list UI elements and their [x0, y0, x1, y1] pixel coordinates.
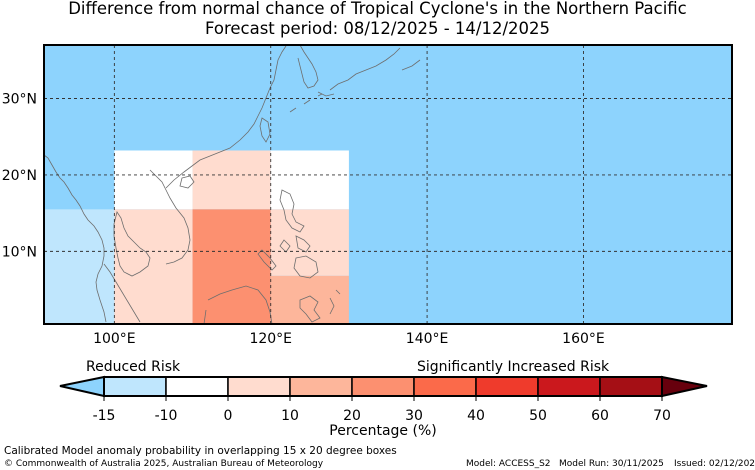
- footer-model: Model: ACCESS_S2: [466, 459, 551, 469]
- footer-model-run: Model Run: 30/11/2025: [559, 459, 664, 469]
- colorbar-tick-label: 10: [281, 408, 299, 424]
- map-frame: [43, 44, 733, 325]
- colorbar-extend-high: [661, 375, 708, 398]
- lon-label-120: 120°E: [249, 331, 292, 347]
- coastline-sulawesi: [299, 295, 321, 323]
- lat-label-20: 20°N: [2, 168, 37, 184]
- coastlines: [44, 45, 421, 324]
- colorbar-bin-9: [599, 376, 663, 397]
- coastline-borneo: [203, 285, 273, 324]
- coastline-vietnam: [149, 169, 191, 265]
- lon-label-100: 100°E: [93, 331, 136, 347]
- coastline-hainan: [179, 175, 195, 189]
- colorbar-tick-label: 30: [405, 408, 423, 424]
- coastline-mindanao: [293, 255, 319, 279]
- colorbar-bin-5: [351, 376, 415, 397]
- anomaly-cell-4: [270, 150, 349, 210]
- longitude-labels: 100°E 120°E 140°E 160°E: [93, 331, 605, 347]
- colorbar-tick-label: 20: [343, 408, 361, 424]
- coastline-mainland: [44, 154, 107, 323]
- anomaly-cell-5: [114, 209, 193, 324]
- coastline-palawan: [257, 249, 277, 271]
- anomaly-cells: [44, 150, 349, 324]
- lon-label-140: 140°E: [406, 331, 449, 347]
- map-title: Difference from normal chance of Tropica…: [68, 0, 687, 18]
- colorbar-tick-label: 40: [467, 408, 485, 424]
- colorbar-ticks: -15 -10 0 10 20 30 40 50 60 70: [93, 396, 671, 424]
- coastline-china-south: [165, 45, 287, 189]
- colorbar-extend-low: [59, 375, 105, 398]
- colorbar-tick-label: 0: [224, 408, 233, 424]
- coastline-ryukyu: [289, 93, 323, 113]
- colorbar-bin-4: [289, 376, 353, 397]
- coastline-luzon: [279, 189, 305, 233]
- coastline-japan: [317, 47, 421, 97]
- colorbar-bin-1: [103, 376, 167, 397]
- colorbar-axis-label: Percentage (%): [329, 423, 436, 439]
- anomaly-cell-3: [192, 150, 271, 210]
- latitude-labels: 10°N 20°N 30°N: [2, 92, 37, 261]
- anomaly-cell-8: [270, 275, 349, 324]
- colorbar-bins: [103, 376, 663, 397]
- colorbar-tick-label: -15: [93, 408, 116, 424]
- graticule: [44, 45, 732, 324]
- colorbar-bin-6: [413, 376, 477, 397]
- lon-label-160: 160°E: [562, 331, 605, 347]
- colorbar-bin-2: [165, 376, 229, 397]
- colorbar-tick-label: 60: [591, 408, 609, 424]
- colorbar-frame: [103, 376, 663, 397]
- colorbar: Reduced Risk Significantly Increased Ris…: [59, 359, 708, 439]
- anomaly-cell-1: [44, 209, 115, 324]
- colorbar-tick-label: 70: [653, 408, 671, 424]
- map-panel: 100°E 120°E 140°E 160°E 10°N 20°N 30°N: [2, 44, 733, 347]
- colorbar-bin-7: [475, 376, 539, 397]
- increased-risk-label: Significantly Increased Risk: [417, 359, 610, 375]
- footer-issued: Issued: 02/12/2025: [674, 459, 755, 469]
- forecast-period: Forecast period: 08/12/2025 - 14/12/2025: [204, 19, 551, 38]
- coastline-malay: [103, 263, 141, 323]
- coastline-taiwan: [259, 117, 271, 143]
- colorbar-bin-3: [227, 376, 291, 397]
- footer-note: Calibrated Model anomaly probability in …: [4, 445, 397, 457]
- coastline-indochina: [113, 211, 151, 277]
- colorbar-bin-8: [537, 376, 601, 397]
- colorbar-tick-label: -10: [155, 408, 178, 424]
- anomaly-cell-2: [114, 150, 193, 210]
- coastline-halmahera: [329, 289, 341, 315]
- lat-label-30: 30°N: [2, 92, 37, 108]
- coastline-korea: [297, 45, 319, 89]
- colorbar-tick-label: 50: [529, 408, 547, 424]
- coastline-visayas: [279, 235, 311, 253]
- reduced-risk-label: Reduced Risk: [86, 359, 181, 375]
- footer-copyright: © Commonwealth of Australia 2025, Austra…: [4, 459, 324, 469]
- lat-label-10: 10°N: [2, 244, 37, 260]
- anomaly-cell-7: [270, 209, 349, 276]
- anomaly-cell-6: [192, 209, 271, 324]
